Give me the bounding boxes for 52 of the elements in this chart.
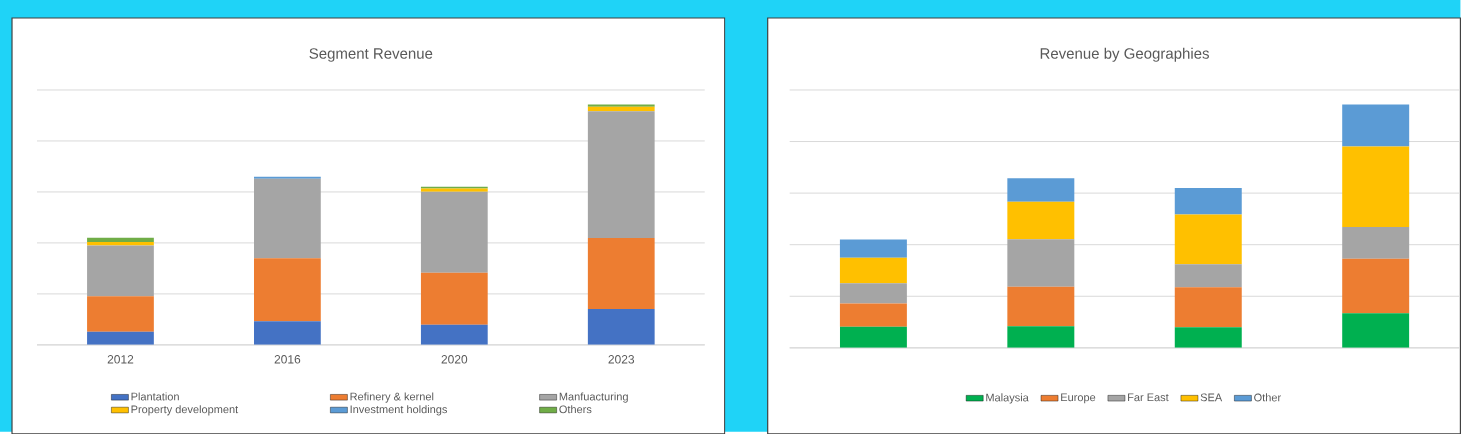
legend-label: Others (559, 404, 592, 414)
bar (1342, 258, 1410, 314)
legend-label: Malaysia (986, 393, 1029, 404)
bar (420, 272, 488, 325)
legend-label: Other (1254, 393, 1281, 402)
bar (420, 191, 488, 273)
chart-title: Revenue by Geographies (1040, 47, 1209, 62)
bar (1342, 313, 1410, 348)
bar (1342, 146, 1410, 227)
bar (1342, 226, 1410, 259)
bar (1174, 326, 1242, 348)
bar (1174, 214, 1242, 264)
bar (254, 321, 321, 345)
legend-label: Investment holdings (350, 404, 447, 416)
legend-label: Refinery & kernel (350, 392, 434, 403)
x-tick-label: 2023 (608, 354, 635, 364)
bar (1007, 178, 1075, 202)
bar (1174, 263, 1242, 288)
bar (839, 303, 907, 327)
legend-label: SEA (1200, 393, 1223, 402)
bar (1174, 287, 1242, 327)
bar (254, 258, 321, 322)
bar (1007, 239, 1075, 287)
x-tick-label: 2020 (441, 354, 468, 364)
x-tick-label: 2012 (107, 354, 134, 364)
bar (587, 104, 655, 107)
bar (87, 241, 154, 246)
bar (1007, 286, 1075, 326)
legend-label: Plantation (131, 392, 179, 401)
x-tick-label: 2016 (274, 354, 301, 364)
bar (839, 282, 907, 304)
legend-label: Manfuacturing (559, 392, 628, 403)
bar (1007, 201, 1075, 240)
bar (87, 245, 154, 297)
bar (1342, 104, 1410, 147)
bar (839, 326, 907, 348)
bar (420, 324, 488, 345)
bar (839, 239, 907, 258)
bar (587, 237, 655, 309)
bar (87, 331, 154, 345)
chart-title: Segment Revenue (309, 47, 433, 62)
bar (1007, 326, 1075, 348)
legend-label: Far East (1128, 393, 1169, 401)
bar (254, 178, 321, 259)
bar (587, 111, 655, 238)
bar (1174, 187, 1242, 215)
legend-label: Europe (1061, 393, 1096, 404)
bar (87, 237, 154, 242)
legend-label: Property development (131, 404, 239, 416)
bar (587, 308, 655, 345)
bar (87, 296, 154, 332)
bar (839, 257, 907, 283)
